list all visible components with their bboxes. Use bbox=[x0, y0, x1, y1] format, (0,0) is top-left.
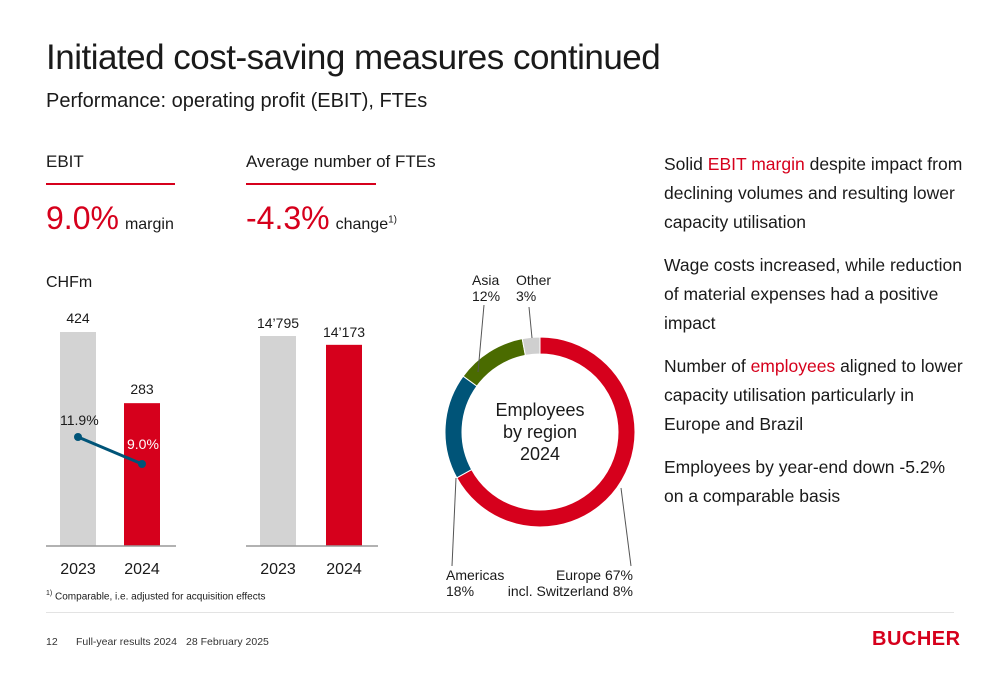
ebit-margin-label: 9.0% bbox=[127, 436, 159, 452]
footer-date: 28 February 2025 bbox=[186, 636, 269, 648]
footer-divider bbox=[46, 612, 954, 613]
bullet-item: Number of employees aligned to lower cap… bbox=[664, 352, 964, 439]
donut-slice-europe bbox=[456, 336, 636, 528]
donut-leader-line bbox=[620, 487, 632, 567]
fte-x-tick-label: 2024 bbox=[326, 561, 362, 578]
donut-label-europe: Europe 67% bbox=[556, 567, 633, 583]
fte-kpi-value: -4.3% bbox=[246, 200, 330, 236]
ebit-heading: EBIT bbox=[46, 152, 84, 171]
footer-document: Full-year results 2024 bbox=[76, 636, 177, 648]
fte-kpi-unit-text: change bbox=[335, 216, 389, 233]
donut-center-title: by region bbox=[503, 422, 577, 442]
ebit-rule bbox=[46, 183, 175, 185]
bullet-text: despite impact from declining volumes an… bbox=[664, 154, 963, 232]
fte-bar-value-label: 14’795 bbox=[257, 315, 299, 331]
fte-footnote-ref: 1) bbox=[388, 214, 397, 226]
donut-label-asia: Asia bbox=[472, 272, 499, 288]
ebit-bar-value-label: 424 bbox=[66, 310, 90, 326]
fte-x-tick-label: 2023 bbox=[260, 561, 296, 578]
ebit-kpi-value: 9.0% bbox=[46, 200, 119, 236]
footer-page-number: 12 bbox=[46, 636, 58, 648]
ebit-margin-point bbox=[138, 460, 146, 468]
bucher-logo: BUCHER bbox=[872, 628, 961, 650]
bullet-highlight: EBIT margin bbox=[707, 154, 805, 174]
bullet-item: Solid EBIT margin despite impact from de… bbox=[664, 150, 964, 237]
ebit-kpi-unit: margin bbox=[124, 216, 174, 233]
donut-leader-line bbox=[451, 477, 457, 567]
ebit-x-tick-label: 2024 bbox=[124, 561, 160, 578]
donut-leader-line bbox=[477, 304, 485, 373]
donut-center-title: Employees bbox=[495, 400, 584, 420]
donut-sublabel-asia: 12% bbox=[472, 288, 500, 304]
donut-label-americas: Americas bbox=[446, 567, 504, 583]
fte-heading: Average number of FTEs bbox=[246, 152, 436, 171]
donut-slice-americas bbox=[444, 375, 478, 479]
ebit-kpi: 9.0% margin bbox=[46, 200, 174, 237]
bullet-text: Solid bbox=[664, 154, 708, 174]
footnote-text: Comparable, i.e. adjusted for acquisitio… bbox=[55, 591, 266, 603]
footnote: 1) Comparable, i.e. adjusted for acquisi… bbox=[46, 590, 266, 602]
fte-bar-value-label: 14’173 bbox=[323, 324, 365, 340]
donut-slice-other bbox=[521, 336, 541, 356]
bullet-highlight: employees bbox=[750, 356, 836, 376]
currency-label: CHFm bbox=[46, 274, 93, 291]
donut-slice-asia bbox=[462, 338, 526, 387]
footnote-marker: 1) bbox=[46, 590, 53, 597]
fte-kpi: -4.3% change1) bbox=[246, 200, 397, 237]
bullet-text: Wage costs increased, while reduction of… bbox=[664, 255, 962, 333]
donut-sublabel-europe: incl. Switzerland 8% bbox=[508, 583, 633, 599]
donut-sublabel-americas: 18% bbox=[446, 583, 474, 599]
ebit-margin-label: 11.9% bbox=[60, 412, 99, 428]
bullet-text: Employees by year-end down -5.2% on a co… bbox=[664, 457, 946, 506]
bullet-text: aligned to lower capacity utilisation pa… bbox=[664, 356, 963, 434]
ebit-chart: 424 2023 283 2024 11.9% 9.0% bbox=[46, 310, 176, 578]
ebit-bar-value-label: 283 bbox=[130, 381, 154, 397]
bullet-text: Number of bbox=[664, 356, 751, 376]
fte-bar-2024 bbox=[326, 344, 362, 546]
ebit-x-tick-label: 2023 bbox=[60, 561, 96, 578]
fte-bar-2023 bbox=[260, 336, 296, 546]
donut-label-other: Other bbox=[516, 272, 551, 288]
bullet-item: Employees by year-end down -5.2% on a co… bbox=[664, 453, 964, 511]
bullet-list: Solid EBIT margin despite impact from de… bbox=[664, 150, 964, 525]
ebit-margin-point bbox=[74, 433, 82, 441]
donut-center-title: 2024 bbox=[520, 444, 560, 464]
donut-sublabel-other: 3% bbox=[516, 288, 536, 304]
ebit-bar-2024 bbox=[124, 403, 160, 546]
ebit-margin-line bbox=[77, 435, 143, 466]
bullet-item: Wage costs increased, while reduction of… bbox=[664, 251, 964, 338]
fte-chart: 14’795 2023 14’173 2024 bbox=[246, 315, 378, 578]
page-subtitle: Performance: operating profit (EBIT), FT… bbox=[46, 90, 428, 112]
fte-rule bbox=[246, 183, 376, 185]
fte-kpi-unit: change1) bbox=[335, 214, 397, 233]
donut-leader-line bbox=[528, 306, 533, 339]
page-title: Initiated cost-saving measures continued bbox=[46, 38, 661, 77]
